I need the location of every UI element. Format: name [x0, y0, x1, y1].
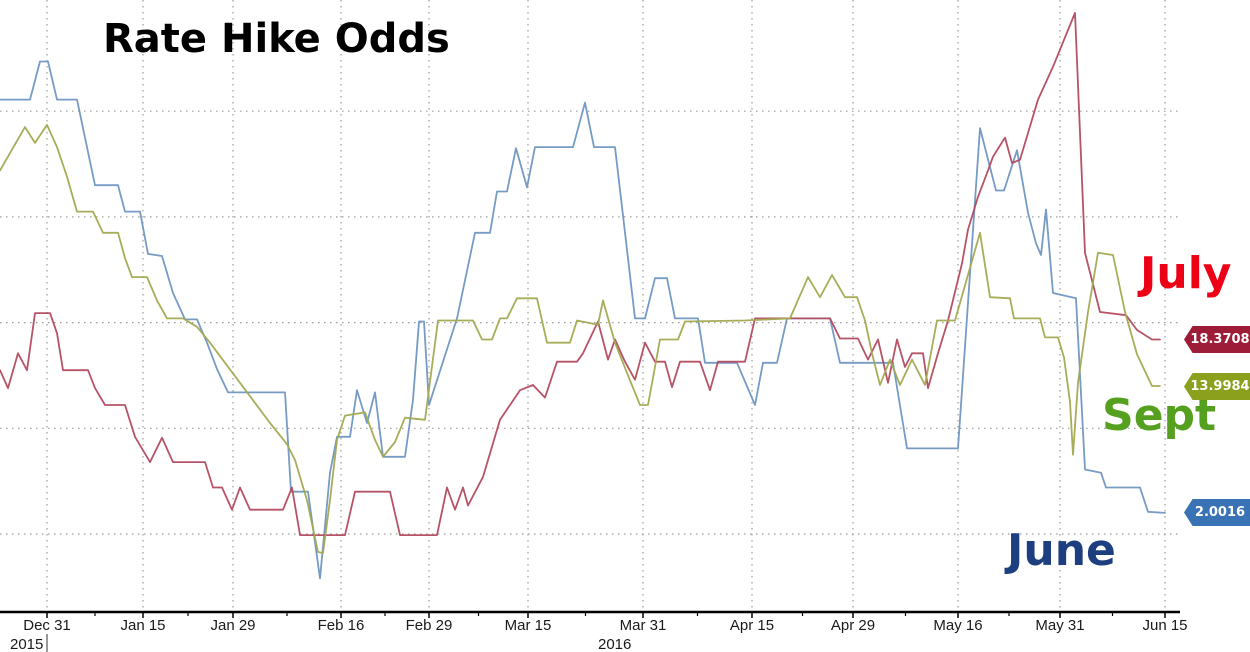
x-tick-label: Apr 15 [729, 617, 775, 634]
x-tick-label: Feb 29 [405, 617, 453, 634]
value-badge-july: 18.3708 [1184, 326, 1250, 353]
value-badge-june: 2.0016 [1184, 499, 1250, 526]
x-tick-label: Jan 29 [210, 617, 256, 634]
x-tick-label: May 31 [1035, 617, 1085, 634]
line-series-june [0, 60, 1166, 580]
series-label-june: June [1007, 525, 1116, 576]
year-label: 2016 [598, 636, 632, 652]
x-tick-label: Jun 15 [1142, 617, 1188, 634]
value-badge-sept: 13.9984 [1184, 373, 1250, 400]
x-tick-label: Mar 31 [619, 617, 667, 634]
x-tick-label: May 16 [933, 617, 983, 634]
year-label: 2015 [10, 636, 44, 652]
x-tick-label: Feb 16 [317, 617, 365, 634]
x-tick-label: Dec 31 [23, 617, 71, 634]
line-series-july [0, 11, 1161, 536]
x-tick-label: Apr 29 [830, 617, 876, 634]
line-series-sept [0, 124, 1161, 554]
series-label-sept: Sept [1102, 390, 1217, 441]
x-tick-label: Jan 15 [120, 617, 166, 634]
x-tick-label: Mar 15 [504, 617, 552, 634]
chart-title: Rate Hike Odds [103, 16, 450, 62]
series-label-july: July [1140, 248, 1232, 299]
